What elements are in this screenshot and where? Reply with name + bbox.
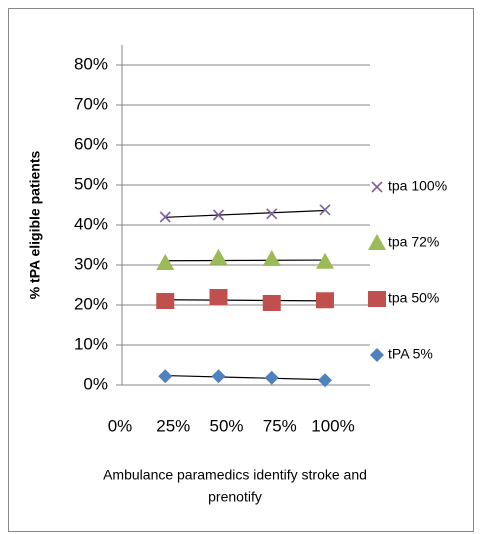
marker <box>211 369 226 384</box>
y-tick-label: 80% <box>74 54 108 73</box>
marker <box>212 209 225 221</box>
marker <box>158 369 173 384</box>
trendline <box>165 299 326 302</box>
marker <box>209 248 228 265</box>
marker <box>318 373 332 388</box>
legend-marker <box>370 348 384 362</box>
marker <box>209 289 228 305</box>
trendline <box>165 374 326 381</box>
x-axis-title: prenotify <box>208 489 262 505</box>
x-tick-label: 75% <box>263 416 297 435</box>
marker <box>316 252 334 269</box>
trendline <box>165 259 326 262</box>
x-tick-label: 100% <box>311 416 354 435</box>
legend-marker <box>371 181 383 193</box>
legend-label: tPA 5% <box>388 346 433 362</box>
marker <box>262 250 281 266</box>
y-tick-label: 40% <box>74 214 108 233</box>
y-tick-label: 60% <box>74 134 108 153</box>
marker <box>156 254 175 270</box>
legend-label: tpa 72% <box>388 234 439 250</box>
legend-marker <box>368 234 386 250</box>
marker <box>319 204 331 216</box>
chart-border <box>8 8 474 532</box>
x-tick-label: 50% <box>209 416 243 435</box>
y-tick-label: 30% <box>74 254 108 273</box>
x-axis-title: Ambulance paramedics identify stroke and <box>103 467 367 483</box>
marker <box>156 293 175 309</box>
marker <box>159 211 171 223</box>
y-axis-title: % tPA eligible patients <box>27 151 43 300</box>
marker <box>262 295 281 311</box>
y-tick-label: 0% <box>83 374 108 393</box>
trendline <box>165 209 326 218</box>
x-tick-label: 0% <box>108 416 133 435</box>
marker <box>316 292 334 309</box>
marker <box>264 370 279 385</box>
y-tick-label: 10% <box>74 334 108 353</box>
marker <box>266 208 278 220</box>
legend-label: tpa 100% <box>388 178 447 194</box>
y-tick-label: 50% <box>74 174 108 193</box>
y-tick-label: 20% <box>74 294 108 313</box>
legend-label: tpa 50% <box>388 290 439 306</box>
x-tick-label: 25% <box>156 416 190 435</box>
y-tick-label: 70% <box>74 94 108 113</box>
legend-marker <box>368 291 386 307</box>
